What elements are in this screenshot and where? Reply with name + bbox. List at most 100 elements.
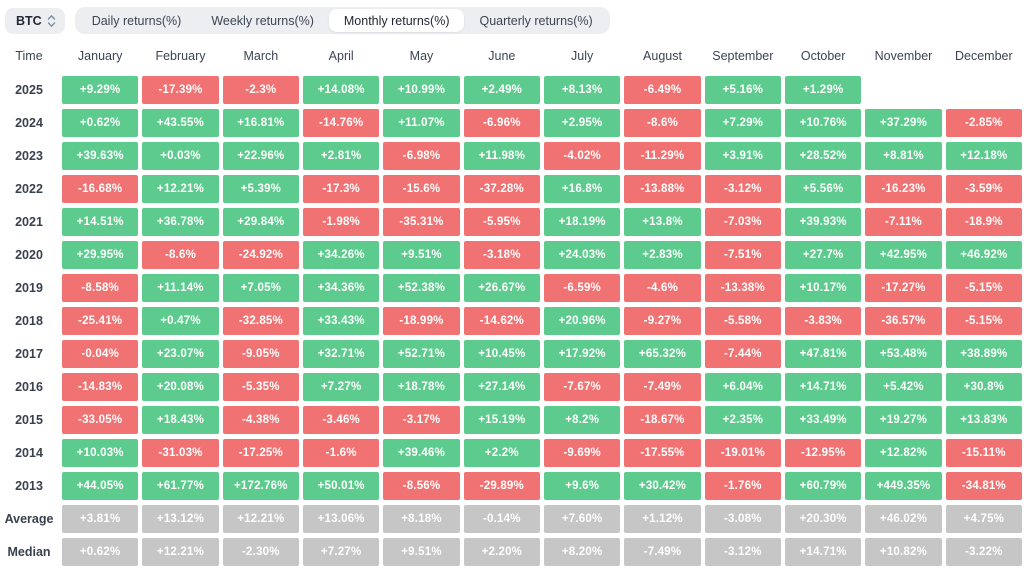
return-cell: +1.29% (785, 76, 862, 104)
return-cell: +16.81% (222, 109, 299, 137)
return-cell: +39.63% (62, 142, 139, 170)
table-row: 2025 +9.29% -17.39% -2.3% +14.08% +10.99% +2.4… (0, 76, 1022, 104)
monthly-returns-heatmap: Time January February March April May June July… (0, 45, 1024, 566)
return-cell: -5.58% (704, 307, 781, 335)
table-row: 2022 -16.68% +12.21% +5.39% -17.3% -15.6% -37.… (0, 175, 1022, 203)
return-cell: +10.03% (62, 439, 139, 467)
row-label: Median (7, 545, 51, 559)
tab-monthly-returns[interactable]: Monthly returns(%) (328, 9, 465, 32)
return-cell: +2.35% (704, 406, 781, 434)
return-cell: -5.15% (945, 307, 1022, 335)
return-cell: +42.95% (865, 241, 942, 269)
tab-quarterly-returns[interactable]: Quarterly returns(%) (479, 13, 593, 28)
return-cell: -6.49% (624, 76, 701, 104)
row-label: 2024 (15, 116, 43, 130)
return-cell: -17.39% (142, 76, 219, 104)
table-row: 2014 +10.03% -31.03% -17.25% -1.6% +39.46% +2.… (0, 439, 1022, 467)
return-cell: +65.32% (624, 340, 701, 368)
row-label: Average (4, 512, 54, 526)
return-cell: +14.51% (62, 208, 139, 236)
return-cell: -16.23% (865, 175, 942, 203)
return-cell: +30.8% (945, 373, 1022, 401)
return-cell: +46.92% (945, 241, 1022, 269)
return-cell: -29.89% (463, 472, 540, 500)
asset-selector[interactable]: BTC (5, 7, 65, 34)
return-cell: +12.82% (865, 439, 942, 467)
return-cell: -3.18% (463, 241, 540, 269)
return-cell: +14.71% (785, 373, 862, 401)
return-cell: +0.03% (142, 142, 219, 170)
return-cell: +23.07% (142, 340, 219, 368)
return-cell: +14.08% (303, 76, 380, 104)
return-cell: -2.30% (222, 538, 299, 566)
return-cell: -7.44% (704, 340, 781, 368)
return-cell: -35.31% (383, 208, 460, 236)
return-cell: -7.49% (624, 373, 701, 401)
month-column-header: January (77, 49, 123, 63)
return-cell: +8.20% (544, 538, 621, 566)
return-cell: +19.27% (865, 406, 942, 434)
return-cell: +61.77% (142, 472, 219, 500)
row-label: 2025 (15, 83, 43, 97)
return-cell: -13.38% (704, 274, 781, 302)
return-cell: +16.8% (544, 175, 621, 203)
return-cell: +12.21% (222, 505, 299, 533)
return-cell: -24.92% (222, 241, 299, 269)
return-cell: +39.46% (383, 439, 460, 467)
return-cell: -9.69% (544, 439, 621, 467)
return-cell: +2.2% (463, 439, 540, 467)
return-cell: -7.03% (704, 208, 781, 236)
return-cell: +39.93% (785, 208, 862, 236)
return-cell: +52.71% (383, 340, 460, 368)
table-row: 2023 +39.63% +0.03% +22.96% +2.81% -6.98% +11.… (0, 142, 1022, 170)
return-cell: +5.56% (785, 175, 862, 203)
return-cell: -3.83% (785, 307, 862, 335)
return-cell: +18.78% (383, 373, 460, 401)
table-row: 2024 +0.62% +43.55% +16.81% -14.76% +11.07% -6… (0, 109, 1022, 137)
return-cell: +17.92% (544, 340, 621, 368)
return-cell: -15.6% (383, 175, 460, 203)
return-cell: -7.51% (704, 241, 781, 269)
return-cell: +9.51% (383, 538, 460, 566)
return-cell: +7.29% (704, 109, 781, 137)
table-row: Average +3.81% +13.12% +12.21% +13.06% +8.18%… (0, 505, 1022, 533)
row-label: 2021 (15, 215, 43, 229)
tab-weekly-returns[interactable]: Weekly returns(%) (211, 13, 314, 28)
return-cell: -8.56% (383, 472, 460, 500)
return-cell: -37.28% (463, 175, 540, 203)
return-cell: +3.81% (62, 505, 139, 533)
return-cell: +28.52% (785, 142, 862, 170)
return-cell: -4.02% (544, 142, 621, 170)
return-cell: +10.99% (383, 76, 460, 104)
returns-period-tabs: Daily returns(%) Weekly returns(%) Month… (74, 7, 610, 34)
return-cell: -8.6% (624, 109, 701, 137)
toolbar: BTC Daily returns(%) Weekly returns(%) M… (0, 0, 1024, 34)
table-row: 2020 +29.95% -8.6% -24.92% +34.26% +9.51% -3.1… (0, 241, 1022, 269)
empty-cell (865, 76, 941, 104)
return-cell: +27.14% (463, 373, 540, 401)
table-row: 2019 -8.58% +11.14% +7.05% +34.36% +52.38% +26… (0, 274, 1022, 302)
row-label: 2023 (15, 149, 43, 163)
return-cell: -2.85% (945, 109, 1022, 137)
return-cell: +12.21% (142, 538, 219, 566)
return-cell: +0.62% (62, 538, 139, 566)
return-cell: -1.76% (704, 472, 781, 500)
return-cell: +1.12% (624, 505, 701, 533)
return-cell: +32.71% (303, 340, 380, 368)
return-cell: -6.59% (544, 274, 621, 302)
return-cell: -7.49% (624, 538, 701, 566)
return-cell: +9.6% (544, 472, 621, 500)
tab-daily-returns[interactable]: Daily returns(%) (91, 13, 182, 28)
table-row: Median +0.62% +12.21% -2.30% +7.27% +9.51% +2.… (0, 538, 1022, 566)
month-column-header: November (874, 49, 933, 63)
table-row: 2013 +44.05% +61.77% +172.76% +50.01% -8.56% -… (0, 472, 1022, 500)
row-label: 2014 (15, 446, 43, 460)
table-row: 2015 -33.05% +18.43% -4.38% -3.46% -3.17% +15.… (0, 406, 1022, 434)
return-cell: -18.67% (624, 406, 701, 434)
return-cell: +449.35% (865, 472, 942, 500)
return-cell: +11.98% (463, 142, 540, 170)
return-cell: +9.29% (62, 76, 139, 104)
return-cell: +50.01% (303, 472, 380, 500)
row-label: 2017 (15, 347, 43, 361)
return-cell: +2.81% (303, 142, 380, 170)
